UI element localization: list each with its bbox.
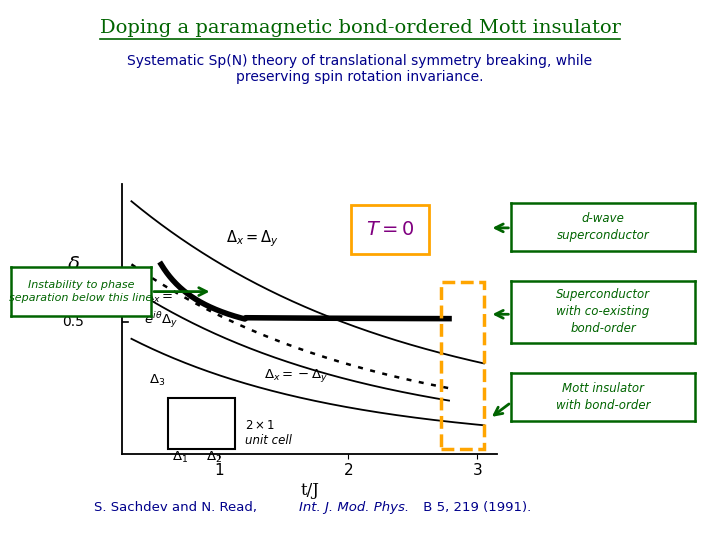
Bar [168,398,235,449]
Text: $e^{i\theta}\Delta_y$: $e^{i\theta}\Delta_y$ [144,310,179,330]
Text: $\Delta_3$: $\Delta_3$ [149,373,166,388]
Text: d-wave
superconductor: d-wave superconductor [557,212,649,242]
Text: $\Delta_1$: $\Delta_1$ [172,450,189,465]
Text: $\Delta_x=$: $\Delta_x=$ [144,289,174,305]
Text: Systematic Sp(N) theory of translational symmetry breaking, while: Systematic Sp(N) theory of translational… [127,54,593,68]
Text: S. Sachdev and N. Read,: S. Sachdev and N. Read, [94,501,261,514]
Text: Superconductor
with co-existing
bond-order: Superconductor with co-existing bond-ord… [556,288,650,335]
Text: $2\times1$: $2\times1$ [245,420,275,433]
Text: Instability to phase
separation below this line: Instability to phase separation below th… [9,280,153,303]
Text: $\Delta_x = \Delta_y$: $\Delta_x = \Delta_y$ [225,229,279,249]
Text: preserving spin rotation invariance.: preserving spin rotation invariance. [236,70,484,84]
Bar [441,282,484,449]
X-axis label: t/J: t/J [300,482,319,500]
Text: $\Delta_x = -\Delta_y$: $\Delta_x = -\Delta_y$ [264,367,329,384]
Text: unit cell: unit cell [245,435,292,448]
Text: $T=0$: $T=0$ [366,220,415,239]
Text: $\delta$: $\delta$ [67,255,80,274]
Text: Mott insulator
with bond-order: Mott insulator with bond-order [556,382,650,412]
FancyBboxPatch shape [351,205,429,254]
Text: 0.5: 0.5 [62,315,84,329]
Text: Int. J. Mod. Phys.: Int. J. Mod. Phys. [299,501,409,514]
Text: Doping a paramagnetic bond-ordered Mott insulator: Doping a paramagnetic bond-ordered Mott … [99,19,621,37]
Text: B 5, 219 (1991).: B 5, 219 (1991). [419,501,531,514]
Text: $\Delta_2$: $\Delta_2$ [206,450,222,465]
